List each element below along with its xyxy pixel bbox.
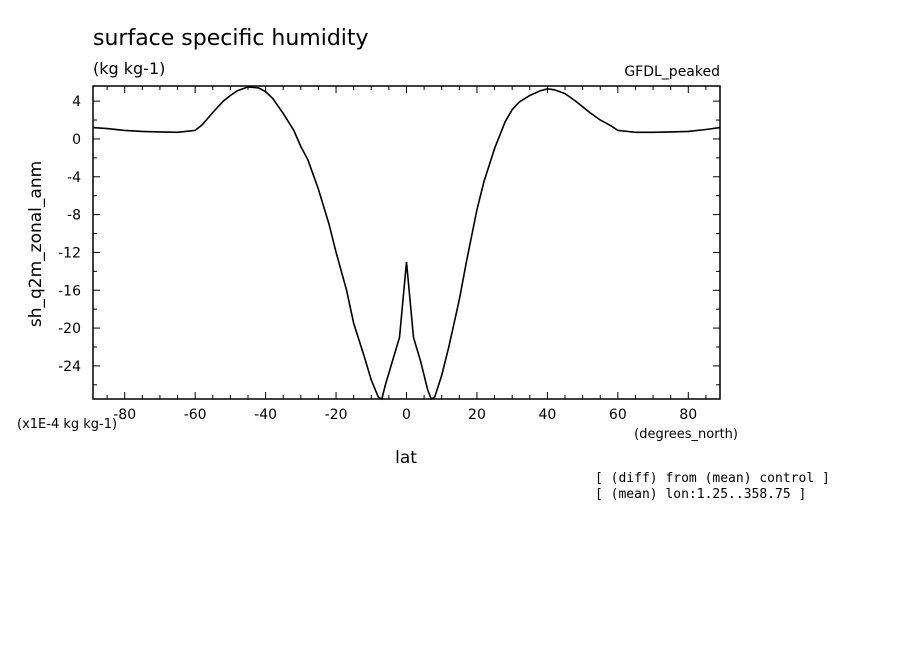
x-tick-label: -60 (184, 407, 207, 423)
x-tick-label: -20 (325, 407, 348, 423)
units-label: (kg kg-1) (93, 59, 165, 78)
y-tick-label: 4 (72, 94, 81, 110)
x-tick-label: 60 (609, 407, 627, 423)
y-axis-label: sh_q2m_zonal_anm (26, 161, 46, 327)
x-tick-label: 0 (402, 407, 411, 423)
note-mean: [ (mean) lon:1.25..358.75 ] (595, 487, 806, 502)
y-tick-label: -24 (58, 359, 81, 375)
x-tick-label: 80 (679, 407, 697, 423)
y-tick-label: -4 (67, 170, 81, 186)
y-tick-label: 0 (72, 132, 81, 148)
data-line (92, 86, 721, 401)
x-tick-label: -40 (254, 407, 277, 423)
y-tick-label: -16 (58, 283, 81, 299)
chart-title: surface specific humidity (93, 26, 369, 51)
plot-frame (92, 85, 721, 400)
note-diff: [ (diff) from (mean) control ] (595, 471, 830, 486)
x-tick-label: 20 (468, 407, 486, 423)
model-label: GFDL_peaked (624, 64, 720, 80)
x-tick-label: 40 (538, 407, 556, 423)
x-units-label: (degrees_north) (634, 427, 738, 442)
y-tick-label: -20 (58, 321, 81, 337)
x-tick-label: -80 (113, 407, 136, 423)
y-tick-label: -8 (67, 208, 81, 224)
y-scale-label: (x1E-4 kg kg-1) (17, 417, 117, 432)
ticks-layer (93, 86, 720, 399)
y-tick-label: -12 (58, 245, 81, 261)
x-axis-label: lat (395, 448, 417, 468)
